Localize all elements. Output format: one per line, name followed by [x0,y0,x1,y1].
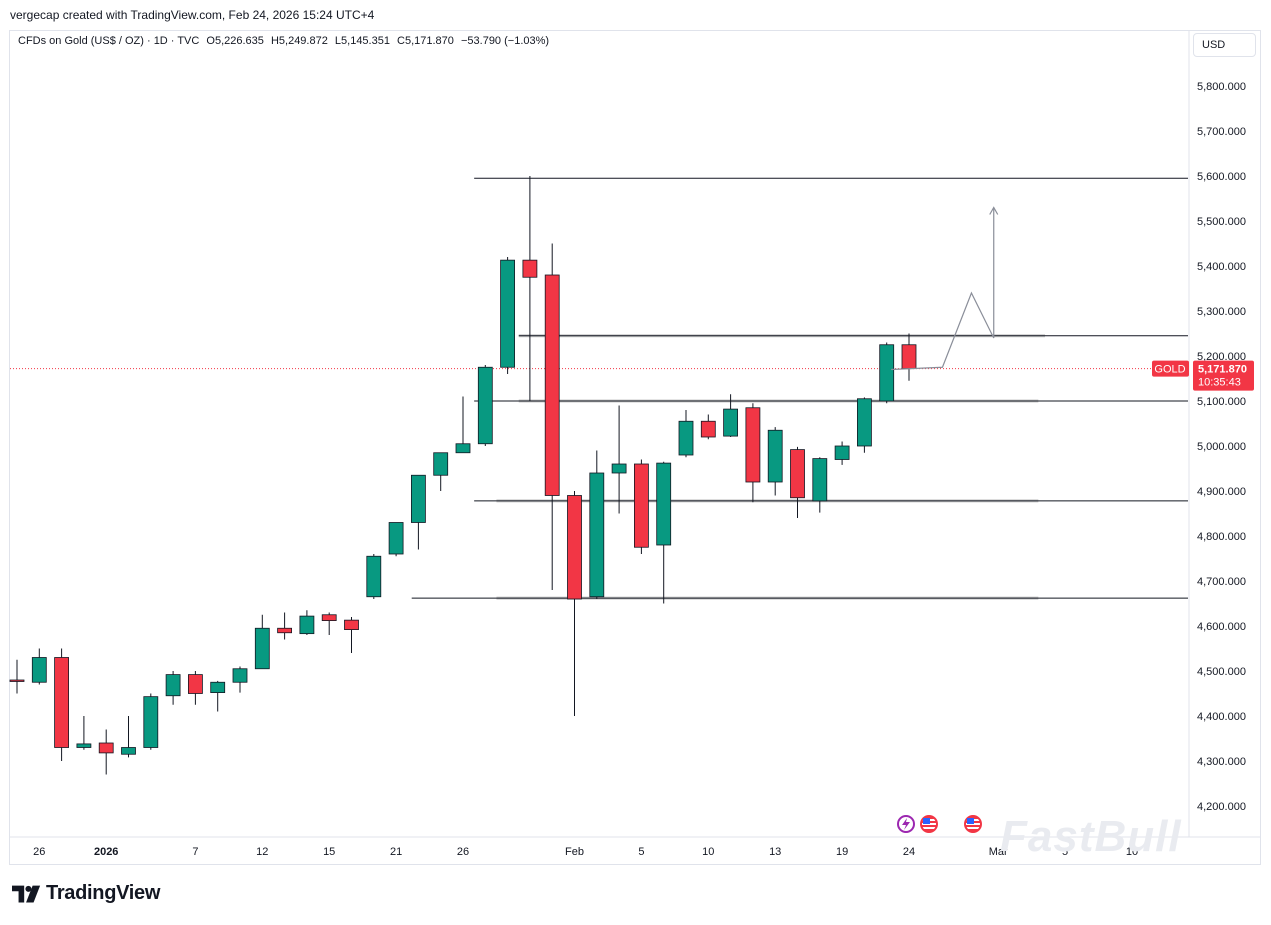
candle-body [433,452,449,476]
last-price-tag-bg [1193,360,1254,391]
y-tick-label: 4,700.000 [1197,576,1246,588]
y-tick-label: 5,300.000 [1197,306,1246,318]
candle-body [745,407,761,483]
y-tick-label: 5,700.000 [1197,126,1246,138]
y-tick-label: 4,600.000 [1197,621,1246,633]
candle-body [143,696,159,748]
x-tick-label: 2026 [94,846,118,858]
y-tick-label: 4,900.000 [1197,486,1246,498]
candle-body [500,259,516,368]
x-tick-label: 26 [457,846,469,858]
candle-body [879,344,895,402]
candle-body [857,398,872,447]
change-value: −53.790 (−1.03%) [460,35,550,47]
countdown-label: 10:35:43 [1198,377,1241,389]
candle-body [723,408,738,437]
candle-body [344,619,359,631]
y-tick-label: 4,800.000 [1197,531,1246,543]
tradingview-logo[interactable]: TradingView [12,882,160,905]
projection-path [891,207,995,371]
projection-arrowhead [989,206,999,215]
candle-body [98,742,114,754]
x-tick-label: 10 [702,846,714,858]
candle-body [790,449,805,499]
candle-body [388,522,404,555]
candle-body [410,474,426,523]
x-tick-label: 12 [256,846,268,858]
last-price-label: 5,171.870 [1198,364,1247,376]
x-tick-label: 21 [390,846,402,858]
open-value: O5,226.635 [206,35,264,47]
candle-body [611,463,627,474]
tradingview-logo-icon [12,885,41,902]
candle-body [567,495,582,600]
y-tick-label: 5,100.000 [1197,396,1246,408]
y-tick-label: 5,400.000 [1197,261,1246,273]
candle-body [277,627,293,634]
candle-body [522,259,538,278]
y-tick-label: 4,500.000 [1197,666,1246,678]
candle-body [210,681,226,694]
x-tick-label: 5 [638,846,644,858]
y-tick-label: 4,300.000 [1197,756,1246,768]
x-tick-label: 26 [33,846,45,858]
candle-body [254,627,270,670]
x-tick-label: Mar [989,846,1008,858]
symbol-tag-bg [1152,360,1189,377]
symbol-tag: GOLD [1154,364,1185,376]
x-tick-label: 13 [769,846,781,858]
x-tick-label: 19 [836,846,848,858]
candle-body [656,462,672,546]
candle-body [455,443,471,454]
y-tick-label: 5,500.000 [1197,216,1246,228]
y-tick-label: 5,200.000 [1197,351,1246,363]
us-flag-event-icon[interactable] [920,815,938,833]
candle-body [634,463,649,548]
candle-body [165,674,181,697]
candle-body [187,674,203,694]
y-tick-label: 4,400.000 [1197,711,1246,723]
candle-body [700,420,716,438]
x-tick-label: 10 [1126,846,1138,858]
y-tick-label: 5,600.000 [1197,171,1246,183]
candle-body [76,743,92,748]
x-tick-label: 15 [323,846,335,858]
y-tick-label: 5,000.000 [1197,441,1246,453]
currency-selector[interactable]: USD [1193,33,1256,57]
candle-body [544,274,560,496]
low-value: L5,145.351 [334,35,390,47]
ohlc-legend: CFDs on Gold (US$ / OZ) · 1D · TVC O5,22… [18,35,553,47]
x-tick-label: 5 [1062,846,1068,858]
candle-body [901,344,917,370]
symbol-label[interactable]: CFDs on Gold (US$ / OZ) · 1D · TVC [18,35,200,47]
candle-body [767,429,783,483]
us-flag-event-icon[interactable] [964,815,982,833]
candle-body [9,679,25,682]
candle-body [834,445,850,460]
candle-body [31,657,47,683]
candle-body [678,420,694,456]
chart-frame [9,30,1261,865]
candle-body [299,615,315,635]
candle-body [54,657,69,748]
x-tick-label: 24 [903,846,915,858]
chart-caption: vergecap created with TradingView.com, F… [10,8,375,22]
candle-body [812,458,828,502]
x-tick-label: Feb [565,846,584,858]
candle-body [321,614,337,621]
close-value: C5,171.870 [397,35,454,47]
x-tick-label: 7 [192,846,198,858]
tradingview-wordmark: TradingView [46,882,161,904]
watermark: FastBull [1000,812,1182,861]
y-tick-label: 4,200.000 [1197,801,1246,813]
high-value: H5,249.872 [270,35,328,47]
candle-body [121,747,136,755]
y-tick-label: 5,800.000 [1197,81,1246,93]
candle-body [366,555,382,598]
flash-event-icon[interactable] [897,815,915,833]
candle-body [477,366,493,445]
candle-body [589,472,605,598]
candle-body [232,668,248,683]
